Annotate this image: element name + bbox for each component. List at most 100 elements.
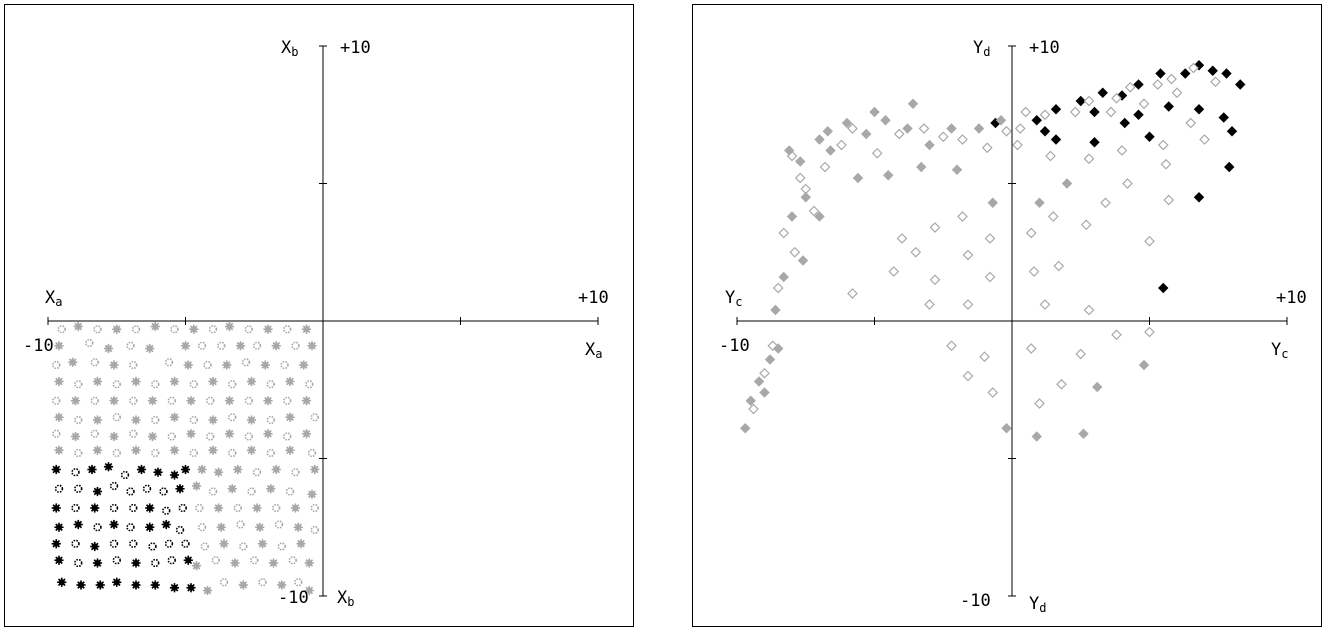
right-x-min-label: -10 xyxy=(719,336,750,356)
data-point xyxy=(211,556,220,565)
data-point xyxy=(301,429,312,439)
data-point xyxy=(1210,76,1221,88)
left-y-axis-label-bottom: Xb xyxy=(337,588,354,609)
data-point xyxy=(208,415,218,425)
data-point xyxy=(1188,62,1199,74)
data-point xyxy=(1116,145,1128,156)
right-scatter-plot: Yc Yc Yd Yd +10 -10 +10 -10 xyxy=(719,38,1307,615)
data-point xyxy=(1047,211,1059,222)
data-point xyxy=(195,503,204,513)
data-point xyxy=(907,98,919,109)
data-point xyxy=(162,506,171,515)
data-point xyxy=(299,360,309,370)
data-point xyxy=(103,343,114,354)
data-point xyxy=(161,519,171,530)
data-point xyxy=(131,376,141,387)
data-point xyxy=(217,341,226,350)
data-point xyxy=(307,489,317,499)
data-point xyxy=(227,484,237,494)
data-point xyxy=(189,448,198,458)
data-point xyxy=(109,481,119,491)
data-point xyxy=(216,522,226,532)
data-point xyxy=(129,539,138,548)
data-point xyxy=(126,341,135,350)
data-point xyxy=(74,558,83,568)
data-point xyxy=(836,139,847,151)
data-point xyxy=(1039,299,1051,310)
data-point xyxy=(112,556,121,565)
data-point xyxy=(924,299,935,310)
data-point xyxy=(814,134,825,145)
data-point xyxy=(946,340,957,352)
data-point xyxy=(822,126,833,137)
data-point xyxy=(1083,304,1095,316)
data-point xyxy=(233,464,243,475)
data-point xyxy=(181,539,190,548)
data-point xyxy=(219,539,229,549)
data-point xyxy=(197,464,207,475)
data-point xyxy=(277,580,287,590)
data-point xyxy=(142,484,152,493)
data-point xyxy=(1157,139,1169,151)
data-point xyxy=(304,585,314,596)
data-point xyxy=(73,519,83,530)
data-point xyxy=(293,522,303,532)
data-point xyxy=(244,396,253,405)
data-point xyxy=(825,145,836,156)
data-point xyxy=(1133,109,1144,120)
left-points xyxy=(51,321,320,596)
data-point xyxy=(902,123,913,134)
data-point xyxy=(271,464,281,475)
data-point xyxy=(92,376,103,387)
data-point xyxy=(109,431,119,442)
data-point xyxy=(1193,192,1205,203)
data-point xyxy=(93,523,102,532)
data-point xyxy=(770,304,781,316)
data-point xyxy=(95,580,105,590)
data-point xyxy=(1075,95,1086,107)
data-point xyxy=(283,396,292,405)
data-point xyxy=(90,429,99,438)
data-point xyxy=(186,583,196,593)
data-point xyxy=(794,172,806,184)
data-point xyxy=(310,464,320,475)
data-point xyxy=(1133,79,1144,90)
data-point xyxy=(54,376,64,387)
data-point xyxy=(153,467,163,477)
data-point xyxy=(169,583,180,593)
left-x-min-label: -10 xyxy=(23,336,54,356)
data-point xyxy=(235,341,246,351)
data-point xyxy=(808,205,820,217)
data-point xyxy=(1014,123,1026,134)
data-point xyxy=(167,396,176,405)
data-point xyxy=(85,338,94,348)
data-point xyxy=(90,503,100,513)
data-point xyxy=(54,445,64,455)
data-point xyxy=(180,341,191,351)
data-point xyxy=(93,325,102,334)
right-x-max-label: +10 xyxy=(1276,288,1307,308)
data-point xyxy=(52,360,61,370)
data-point xyxy=(167,556,176,565)
data-point xyxy=(937,131,949,143)
data-point xyxy=(1050,104,1062,115)
data-point xyxy=(147,396,158,406)
data-point xyxy=(957,134,968,145)
data-point xyxy=(90,358,99,367)
data-point xyxy=(70,431,81,442)
data-point xyxy=(784,145,795,156)
data-point xyxy=(271,341,281,351)
data-point xyxy=(1166,73,1177,85)
data-point xyxy=(169,470,180,480)
data-point xyxy=(252,503,262,513)
data-point xyxy=(1218,112,1229,123)
data-point xyxy=(1061,178,1073,189)
data-point xyxy=(310,413,319,422)
data-point xyxy=(301,396,312,406)
data-point xyxy=(175,525,185,535)
data-point xyxy=(233,503,242,513)
data-point xyxy=(257,539,268,549)
data-point xyxy=(1069,106,1081,118)
data-point xyxy=(147,431,158,442)
data-point xyxy=(228,448,237,458)
